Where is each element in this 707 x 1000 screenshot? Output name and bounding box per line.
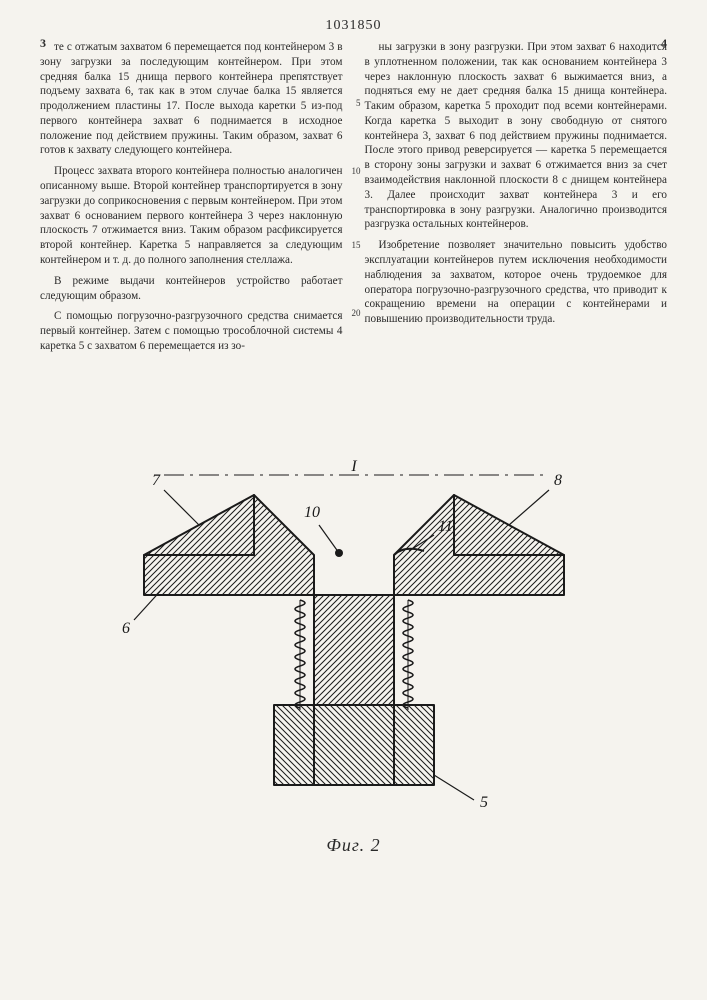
- svg-text:8: 8: [554, 472, 562, 489]
- svg-text:11: 11: [438, 518, 453, 535]
- para: В режиме выдачи контейнеров устройство р…: [40, 274, 343, 304]
- svg-text:I: I: [350, 458, 357, 475]
- svg-text:7: 7: [152, 472, 161, 489]
- para: С помощью погрузочно-разгрузочного средс…: [40, 309, 343, 353]
- page: 1031850 3 те с отжатым захватом 6 переме…: [0, 0, 707, 1000]
- para: те с отжатым захватом 6 перемещается под…: [40, 40, 343, 158]
- line-marker: 10: [347, 166, 361, 178]
- para: Изобретение позволяет значительно повыси…: [365, 238, 668, 327]
- left-column: 3 те с отжатым захватом 6 перемещается п…: [40, 40, 343, 360]
- columns: 3 те с отжатым захватом 6 перемещается п…: [40, 40, 667, 360]
- figure-caption: Фиг. 2: [0, 835, 707, 856]
- page-number-left: 3: [40, 36, 46, 52]
- right-column: 4 5 10 15 20 ны загрузки в зону разгрузк…: [365, 40, 668, 360]
- svg-text:6: 6: [122, 620, 130, 637]
- para: ны загрузки в зону разгрузки. При этом з…: [365, 40, 668, 232]
- line-marker: 20: [347, 308, 361, 320]
- figure-svg: I 7 8 10 11 6 5: [104, 455, 604, 825]
- line-marker: 5: [347, 98, 361, 110]
- para: Процесс захвата второго контейнера полно…: [40, 164, 343, 267]
- page-number-right: 4: [661, 36, 667, 52]
- svg-text:5: 5: [480, 794, 488, 811]
- line-marker: 15: [347, 240, 361, 252]
- doc-number: 1031850: [40, 18, 667, 34]
- figure-2: I 7 8 10 11 6 5 Фиг. 2: [0, 455, 707, 856]
- svg-text:10: 10: [304, 504, 320, 521]
